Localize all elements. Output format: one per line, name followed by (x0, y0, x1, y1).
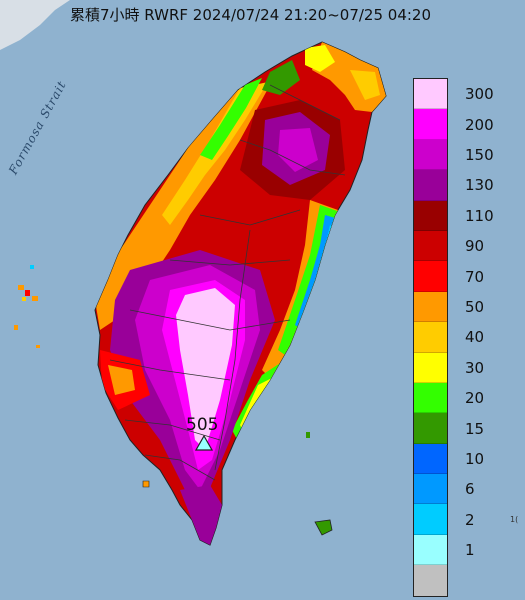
legend-label: 90 (465, 237, 485, 256)
legend-swatch (414, 443, 447, 475)
legend-label: 1 (465, 541, 475, 560)
legend-swatch (414, 534, 447, 566)
max-rainfall-value: 505 (186, 415, 219, 435)
legend-label: 200 (465, 115, 494, 134)
legend-swatch (414, 352, 447, 383)
legend-label: 50 (465, 298, 485, 316)
edge-label: 1( (510, 515, 519, 524)
legend-swatch (414, 170, 447, 201)
mainland-coast (0, 0, 70, 50)
legend-swatch (414, 565, 447, 596)
legend-label: 300 (465, 85, 494, 104)
legend-swatch (414, 261, 447, 292)
legend-label: 6 (465, 480, 475, 499)
legend-label: 30 (465, 358, 485, 377)
color-legend (413, 78, 448, 597)
liuqiu-island (142, 480, 150, 488)
legend-swatch (414, 504, 447, 535)
offshore-rain-cells (14, 265, 40, 348)
legend-swatch (414, 230, 447, 262)
legend-label: 130 (465, 176, 494, 195)
map-title: 累積7小時 RWRF 2024/07/24 21:20~07/25 04:20 (70, 6, 432, 24)
legend-swatch (414, 139, 447, 171)
legend-swatch (414, 474, 447, 505)
legend-swatch (414, 79, 447, 110)
legend-label: 10 (465, 450, 485, 468)
county-boundaries (109, 84, 346, 481)
orchid-island (306, 432, 310, 438)
legend-label: 2 (465, 510, 475, 529)
legend-label: 15 (465, 419, 485, 438)
legend-swatch (414, 322, 447, 353)
legend-swatch (414, 413, 447, 444)
legend-swatch (414, 291, 447, 323)
legend-swatch (414, 109, 447, 140)
green-island (314, 519, 333, 536)
legend-swatch (414, 200, 447, 231)
legend-label: 70 (465, 267, 485, 286)
max-location-marker (195, 435, 213, 451)
legend-label: 150 (465, 146, 494, 164)
legend-label: 110 (465, 206, 494, 225)
legend-label: 40 (465, 328, 485, 347)
legend-swatch (414, 382, 447, 414)
legend-label: 20 (465, 389, 485, 408)
